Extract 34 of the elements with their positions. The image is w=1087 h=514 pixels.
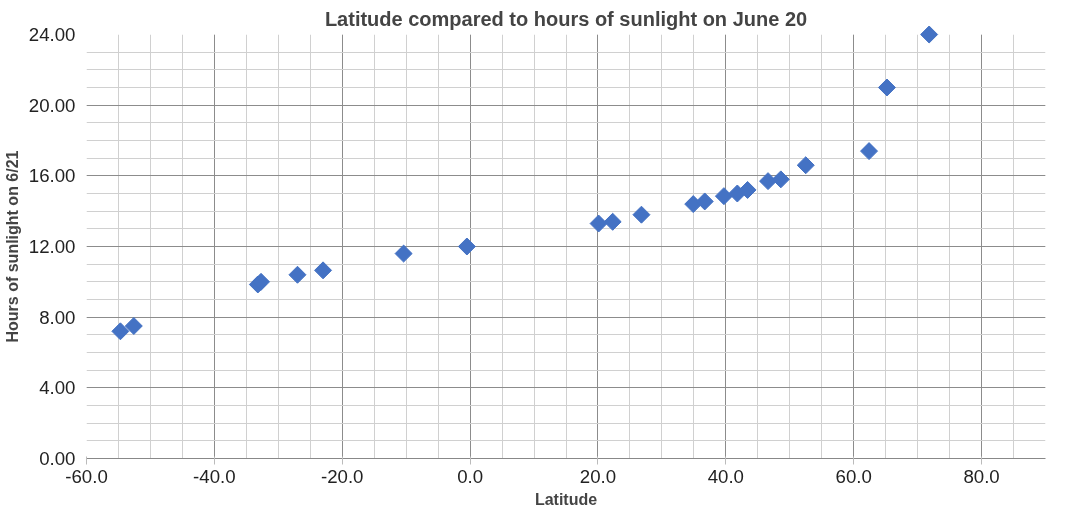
point (457, 237, 476, 256)
x-axis-title: Latitude (534, 490, 598, 508)
point (589, 214, 608, 233)
point (695, 192, 714, 211)
y-tick-label: 4.00 (39, 377, 76, 399)
x-tick-label: 40.0 (707, 465, 744, 487)
point (714, 187, 733, 206)
point (738, 180, 757, 199)
x-tick-label: 0.0 (457, 465, 484, 487)
point (603, 212, 622, 231)
x-tick-label: 80.0 (963, 465, 1000, 487)
point (111, 322, 130, 341)
point (252, 272, 271, 291)
point (124, 317, 143, 335)
chart-title: Latitude compared to hours of sunlight on June 20 (324, 7, 808, 30)
y-axis-title: Hours of sunlight on 6/21 (3, 150, 21, 343)
point (288, 265, 307, 284)
x-tick-label: 60.0 (835, 465, 872, 487)
y-tick-label: 16.00 (28, 165, 76, 187)
x-tick-label: -20.0 (320, 465, 364, 487)
y-tick-label: 20.00 (28, 94, 76, 116)
point (860, 142, 879, 161)
x-tick-label: 20.0 (579, 465, 617, 487)
point (796, 156, 815, 175)
point (771, 170, 790, 189)
y-tick-label: 12.00 (28, 236, 76, 257)
x-tick-label: -40.0 (193, 465, 236, 487)
y-tick-label: 24.00 (28, 24, 76, 45)
point (877, 78, 896, 97)
point (632, 205, 651, 224)
point (920, 25, 939, 44)
y-tick-label: 8.00 (39, 306, 76, 328)
point (394, 244, 413, 263)
point (314, 261, 333, 280)
